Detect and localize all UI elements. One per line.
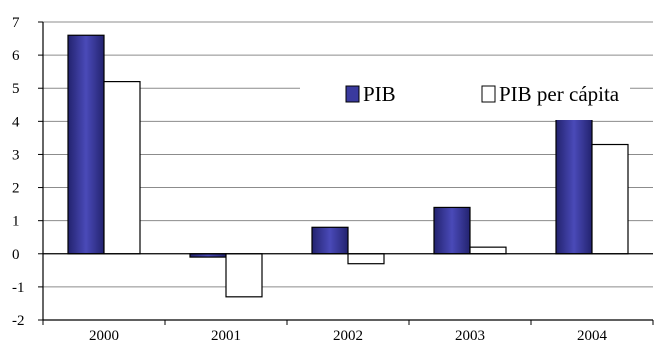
x-tick-label: 2000: [89, 328, 119, 344]
legend-swatch-pib: [345, 85, 360, 103]
y-tick-labels: -2 -1 0 1 2 3 4 5 6 7: [12, 15, 25, 329]
bar-pib-2002: [311, 226, 349, 255]
y-tick-label: 7: [12, 15, 20, 31]
y-tick-label: 1: [12, 214, 20, 230]
x-tick-label: 2003: [455, 328, 485, 344]
legend-label-pib-per-capita: PIB per cápita: [499, 82, 620, 106]
bar-pib-per-capita-2002: [347, 253, 385, 265]
y-tick-label: 0: [12, 247, 20, 263]
x-tick-label: 2002: [333, 328, 363, 344]
y-tick-label: 6: [12, 48, 20, 64]
bar-pib-2004: [555, 110, 593, 255]
bar-pib-per-capita-2000: [103, 80, 141, 255]
bar-pib-per-capita-2004: [591, 143, 629, 255]
x-tick-label: 2001: [211, 328, 241, 344]
bar-pib-per-capita-2001: [225, 253, 263, 298]
bar-pib-per-capita-2003: [469, 246, 507, 255]
legend-label-pib: PIB: [363, 82, 396, 106]
y-tick-label: 3: [12, 147, 20, 163]
legend-swatch-pib-per-capita: [481, 85, 496, 103]
bars: [67, 34, 629, 298]
y-tick-label: 5: [12, 81, 20, 97]
y-tick-label: 2: [12, 181, 20, 197]
y-tick-label: 4: [12, 114, 20, 130]
grid-lines: [43, 21, 653, 321]
bar-pib-2003: [433, 206, 471, 255]
legend: PIB PIB per cápita: [300, 68, 630, 120]
y-tick-label: -2: [12, 313, 25, 329]
x-tick-label: 2004: [577, 328, 608, 344]
bar-pib-2000: [67, 34, 105, 255]
y-tick-label: -1: [12, 280, 25, 296]
axes: [38, 21, 654, 325]
x-tick-labels: 2000 2001 2002 2003 2004: [89, 328, 608, 344]
